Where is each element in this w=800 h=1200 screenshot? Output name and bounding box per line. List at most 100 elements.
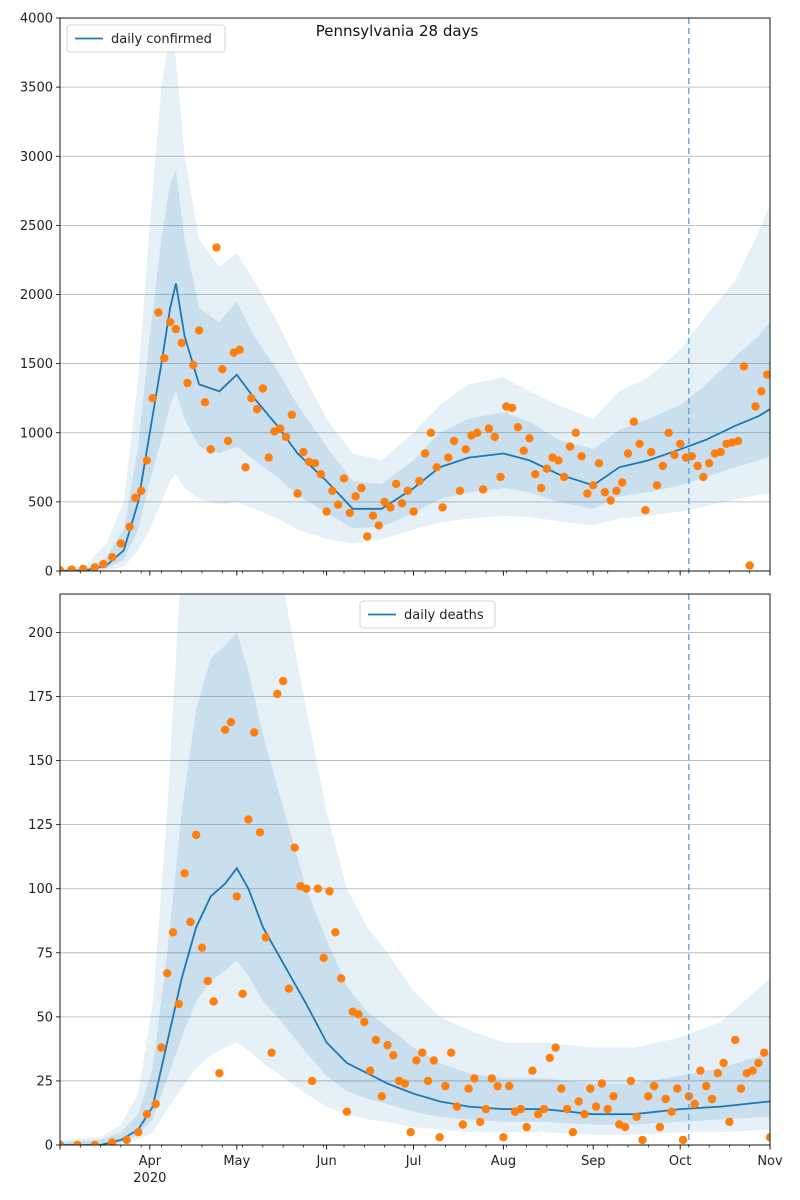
data-point [481,1104,491,1114]
data-point [641,506,650,515]
data-point [522,1122,531,1132]
data-point [664,428,673,437]
data-point [493,1081,502,1091]
inner-uncertainty-band [60,632,770,1145]
series-line [60,283,770,571]
legend-label: daily deaths [404,608,484,623]
data-point [484,424,494,433]
data-point [757,387,766,396]
data-point [90,563,99,571]
data-point [464,1084,473,1093]
data-point [426,428,436,437]
data-point [215,1069,224,1078]
data-point [554,456,563,465]
data-point [247,394,256,403]
deaths-panel: 0 25 50 75 100 125 150 175 200 Apr May Jun Jul Aug Sep… [28,593,783,1186]
y-tick-label: 3000 [20,150,53,165]
y-tick-label: 50 [36,1010,53,1025]
outer-uncertainty-band [60,594,770,1145]
data-point [635,439,644,448]
data-point [586,1084,595,1093]
axes-frame [59,17,771,572]
data-point [760,1048,769,1057]
data-point [412,1056,421,1065]
data-point [336,974,346,983]
data-point [612,486,621,495]
data-point [658,461,667,471]
data-point [574,1097,583,1106]
data-point [322,507,331,516]
data-point [380,497,389,507]
data-point [281,432,291,442]
data-point [551,1043,560,1052]
data-point [383,1040,392,1050]
data-point [536,483,546,493]
data-point [455,486,465,495]
data-point [386,503,395,512]
data-point [449,436,459,446]
y-tick-label: 25 [36,1074,53,1089]
data-point [577,452,586,461]
series-line [60,866,770,1145]
data-point [284,984,294,993]
data-point [136,486,146,495]
data-point [739,362,749,371]
data-point [241,463,250,472]
data-point [250,728,259,737]
data-point [667,1107,676,1116]
data-point [194,326,204,335]
data-point [473,428,482,437]
x-tick-label: May [223,1154,250,1169]
y-tick-label: 200 [28,626,53,641]
data-point [183,378,192,388]
data-point [108,553,117,562]
legend: daily confirmed [66,24,226,53]
data-point [360,1017,369,1027]
data-point [702,1081,711,1091]
data-point [252,405,262,414]
data-point [519,446,528,455]
y-tick-label: 100 [28,882,53,897]
data-point [200,398,210,407]
data-point [307,1076,317,1086]
data-point [287,410,296,419]
data-point [618,478,627,487]
data-point [409,507,418,516]
data-point [302,884,311,893]
data-point [690,1099,699,1109]
data-point [676,439,685,448]
data-point [478,485,488,494]
data-point [163,969,172,978]
data-point [644,1092,653,1101]
data-point [99,559,108,569]
data-point [458,1120,467,1129]
data-point [328,486,337,495]
data-point [441,1081,450,1091]
data-point [168,928,178,937]
data-point [197,943,207,952]
data-point [707,1094,717,1104]
data-point [267,1048,276,1057]
data-point [496,472,505,482]
legend-label: daily confirmed [111,32,212,47]
data-point [447,1048,456,1057]
x-tick-label: Apr [139,1154,162,1169]
data-point [357,483,366,493]
data-point [655,1122,665,1132]
data-point [580,1110,589,1119]
y-tick-label: 0 [45,565,53,580]
data-point [754,1058,763,1068]
data-point [142,456,152,465]
data-point [470,1074,479,1083]
data-point [638,1135,647,1145]
data-point [499,1133,508,1142]
data-point [565,442,575,451]
data-point [264,453,273,462]
plot-area [60,594,770,1145]
data-point [276,424,285,433]
data-point [316,470,325,479]
data-point [342,1107,352,1116]
data-point [186,917,195,927]
data-point [351,492,360,501]
data-point [238,989,247,998]
